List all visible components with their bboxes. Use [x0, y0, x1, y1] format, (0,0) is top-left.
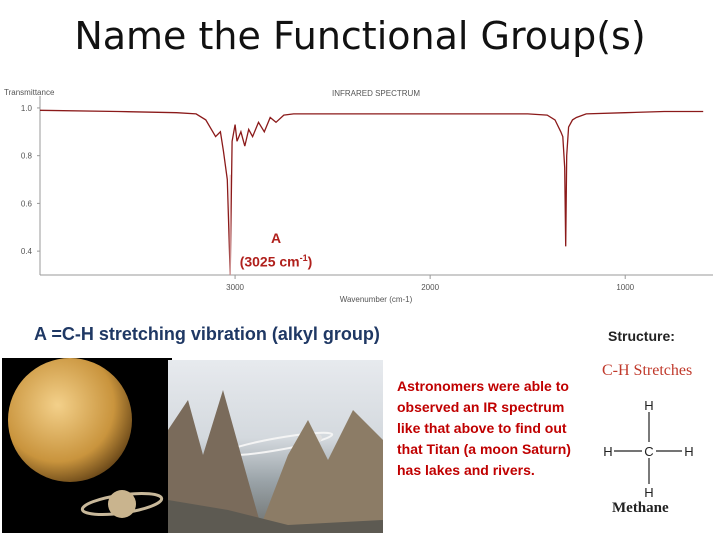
x-tick-label-0: 3000	[226, 283, 244, 292]
x-tick-label-2: 1000	[616, 283, 634, 292]
answer-text: A =C-H stretching vibration (alkyl group…	[34, 324, 380, 344]
methane-h-left: H	[603, 444, 612, 459]
peak-wavenumber: (3025 cm-1)	[239, 253, 313, 270]
y-tick-label-1: 0.8	[21, 152, 33, 161]
peak-letter: A	[270, 230, 282, 246]
titan-saturn-image	[2, 358, 172, 533]
y-tick-label-3: 0.4	[21, 247, 33, 256]
methane-structure: H C H H H	[596, 380, 706, 505]
peak-label-a: A (3025 cm-1)	[226, 228, 326, 272]
y-tick-label-0: 1.0	[21, 104, 33, 113]
methane-h-top: H	[644, 398, 653, 413]
structure-label: Structure:	[608, 328, 675, 344]
slide-title: Name the Functional Group(s)	[74, 14, 646, 58]
y-tick-label-2: 0.6	[21, 199, 33, 208]
y-axis-label: Transmittance	[4, 88, 55, 97]
x-axis-label: Wavenumber (cm-1)	[340, 295, 413, 304]
methane-h-bottom: H	[644, 485, 653, 500]
chart-title: INFRARED SPECTRUM	[332, 89, 420, 98]
methane-c: C	[644, 444, 653, 459]
methane-h-right: H	[684, 444, 693, 459]
x-tick-label-1: 2000	[421, 283, 439, 292]
methane-label: Methane	[612, 500, 669, 516]
ir-spectrum-chart: Transmittance INFRARED SPECTRUM Wavenumber…	[4, 88, 713, 304]
ch-stretches-label: C-H Stretches	[602, 362, 693, 379]
spectrum-line-0	[39, 109, 704, 276]
titan-landscape-image	[168, 360, 383, 533]
astronomers-note: Astronomers were able to observed an IR …	[397, 378, 571, 478]
